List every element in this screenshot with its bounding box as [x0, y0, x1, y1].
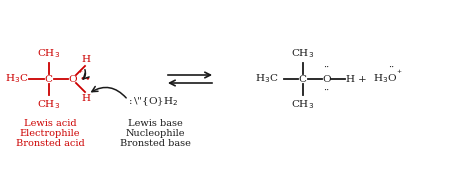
Text: H: H	[82, 94, 91, 103]
Text: H: H	[345, 74, 354, 84]
Text: ··: ··	[388, 63, 394, 72]
Text: Bronsted acid: Bronsted acid	[16, 139, 84, 148]
Text: CH$_3$: CH$_3$	[292, 98, 315, 111]
Text: :$\,$\"{O}H$_2$: :$\,$\"{O}H$_2$	[128, 96, 178, 108]
Text: Lewis acid: Lewis acid	[24, 119, 76, 128]
Text: C: C	[44, 74, 52, 84]
Text: O: O	[68, 74, 77, 84]
Text: CH$_3$: CH$_3$	[292, 47, 315, 60]
Text: O: O	[322, 74, 331, 84]
Text: Electrophile: Electrophile	[20, 129, 80, 138]
Text: Lewis base: Lewis base	[128, 119, 182, 128]
Text: CH$_3$: CH$_3$	[37, 98, 61, 111]
Text: H: H	[82, 55, 91, 64]
Text: ••: ••	[80, 74, 92, 84]
Text: ··: ··	[323, 86, 329, 95]
Text: ··: ··	[323, 63, 329, 72]
Text: CH$_3$: CH$_3$	[37, 47, 61, 60]
Text: $^+$: $^+$	[395, 70, 402, 78]
Text: H$_3$C: H$_3$C	[255, 73, 278, 85]
Text: H$_3$O: H$_3$O	[373, 73, 397, 85]
Text: C: C	[298, 74, 306, 84]
Text: Nucleophile: Nucleophile	[125, 129, 185, 138]
Text: H$_3$C: H$_3$C	[5, 73, 28, 85]
Text: Bronsted base: Bronsted base	[119, 139, 191, 148]
Text: +: +	[357, 74, 366, 84]
Text: $^+$: $^+$	[76, 70, 83, 78]
